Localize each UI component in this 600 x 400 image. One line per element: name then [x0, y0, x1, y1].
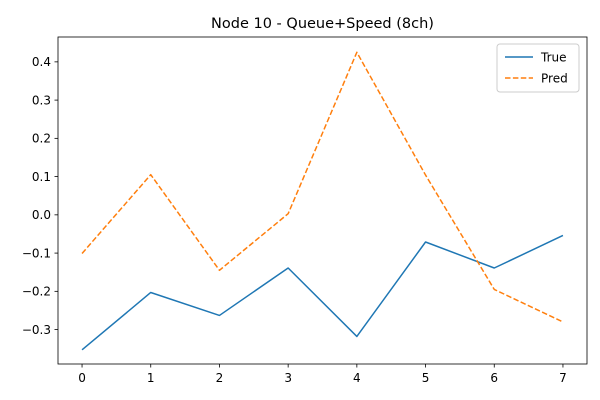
- x-tick-label-0: 0: [78, 371, 86, 385]
- y-tick-label-2: −0.1: [22, 246, 51, 260]
- legend-box: [496, 43, 580, 93]
- plot-frame: [57, 36, 588, 365]
- x-tick-label-3: 3: [284, 371, 292, 385]
- plot-axes-layer: [57, 36, 588, 365]
- x-tick-label-7: 7: [559, 371, 567, 385]
- series-line-pred: [81, 51, 564, 323]
- y-tick-label-3: 0.0: [32, 208, 51, 222]
- y-tick-label-6: 0.3: [32, 93, 51, 107]
- y-tick-label-1: −0.2: [22, 285, 51, 299]
- series-line-true: [81, 234, 564, 351]
- legend: True Pred: [496, 43, 580, 93]
- chart-title: Node 10 - Queue+Speed (8ch): [211, 16, 434, 32]
- y-tick-label-0: −0.3: [22, 323, 51, 337]
- x-tick-label-2: 2: [216, 371, 224, 385]
- y-tick-label-7: 0.4: [32, 55, 51, 69]
- plot-series-layer: [81, 51, 564, 351]
- x-tick-label-6: 6: [490, 371, 498, 385]
- y-tick-label-5: 0.2: [32, 132, 51, 146]
- x-tick-label-4: 4: [353, 371, 361, 385]
- x-tick-label-1: 1: [147, 371, 155, 385]
- y-tick-label-4: 0.1: [32, 170, 51, 184]
- x-tick-label-5: 5: [422, 371, 430, 385]
- legend-label-true: True: [540, 50, 567, 64]
- legend-label-pred: Pred: [541, 71, 568, 85]
- tick-layer: 0 1 2 3 4 5 6 7 −0.3 −0.2 −0.1 0.0 0.1 0.2 0.3 0.4: [22, 55, 567, 385]
